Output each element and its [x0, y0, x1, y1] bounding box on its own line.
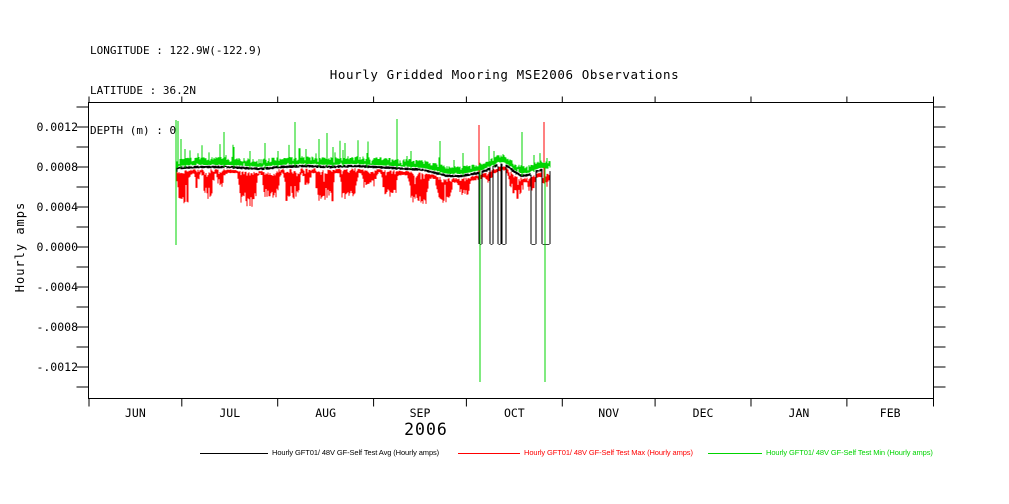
chart-title: Hourly Gridded Mooring MSE2006 Observati…: [329, 67, 680, 82]
x-tick-label: JUL: [219, 406, 240, 420]
y-tick-label: -.0012: [36, 360, 78, 374]
header-block: LONGITUDE : 122.9W(-122.9) LATITUDE : 36…: [90, 18, 262, 163]
x-tick-label: JUN: [125, 406, 146, 420]
y-tick-label: -.0004: [36, 280, 78, 294]
y-axis-label: Hourly amps: [13, 201, 27, 293]
legend-label-max: Hourly GFT01/ 48V GF-Self Test Max (Hour…: [524, 448, 693, 457]
x-axis-ticks: [88, 96, 934, 407]
y-axis-ticks: [76, 106, 946, 388]
y-tick-label: 0.0000: [36, 240, 78, 254]
header-latitude: LATITUDE : 36.2N: [90, 84, 196, 98]
x-tick-label: AUG: [315, 406, 336, 420]
x-axis-year-label: 2006: [404, 420, 448, 439]
series-min: [175, 119, 551, 382]
legend-swatch-min: [708, 453, 762, 454]
y-tick-label: -.0008: [36, 320, 78, 334]
x-tick-label: FEB: [880, 406, 901, 420]
header-longitude: LONGITUDE : 122.9W(-122.9): [90, 44, 263, 58]
x-tick-label: SEP: [410, 406, 431, 420]
plot-frame: [88, 102, 934, 399]
x-tick-label: OCT: [504, 406, 525, 420]
y-tick-label: 0.0004: [36, 200, 78, 214]
y-tick-label: 0.0012: [36, 120, 78, 134]
legend-swatch-max: [458, 453, 520, 454]
x-tick-label: NOV: [598, 406, 619, 420]
x-tick-label: JAN: [789, 406, 810, 420]
header-depth: DEPTH (m) : 0: [90, 123, 177, 137]
legend-label-avg: Hourly GFT01/ 48V GF-Self Test Avg (Hour…: [272, 448, 440, 457]
legend-swatch-avg: [200, 453, 268, 454]
x-tick-label: DEC: [693, 406, 714, 420]
y-tick-label: 0.0008: [36, 160, 78, 174]
legend-label-min: Hourly GFT01/ 48V GF-Self Test Min (Hour…: [766, 448, 933, 457]
